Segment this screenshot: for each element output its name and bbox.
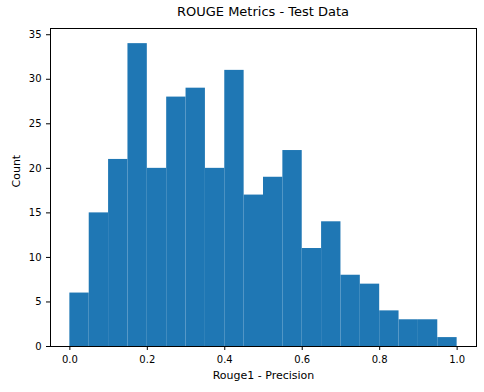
svg-text:Count: Count: [10, 154, 23, 187]
svg-text:0.0: 0.0: [62, 354, 78, 365]
svg-text:1.0: 1.0: [449, 354, 465, 365]
svg-text:15: 15: [29, 207, 42, 218]
svg-text:0.8: 0.8: [372, 354, 388, 365]
svg-text:25: 25: [29, 118, 42, 129]
svg-text:0.2: 0.2: [139, 354, 155, 365]
svg-text:20: 20: [29, 163, 42, 174]
svg-text:Rouge1 - Precision: Rouge1 - Precision: [213, 369, 315, 382]
svg-text:0.6: 0.6: [294, 354, 310, 365]
svg-text:35: 35: [29, 29, 42, 40]
svg-text:30: 30: [29, 73, 42, 84]
svg-text:10: 10: [29, 252, 42, 263]
html-text:ROUGE Metrics - Test Data: ROUGE Metrics - Test Data: [176, 4, 350, 19]
svg-text:0.4: 0.4: [217, 354, 233, 365]
svg-text:0: 0: [35, 341, 41, 352]
svg-text:5: 5: [35, 296, 41, 307]
